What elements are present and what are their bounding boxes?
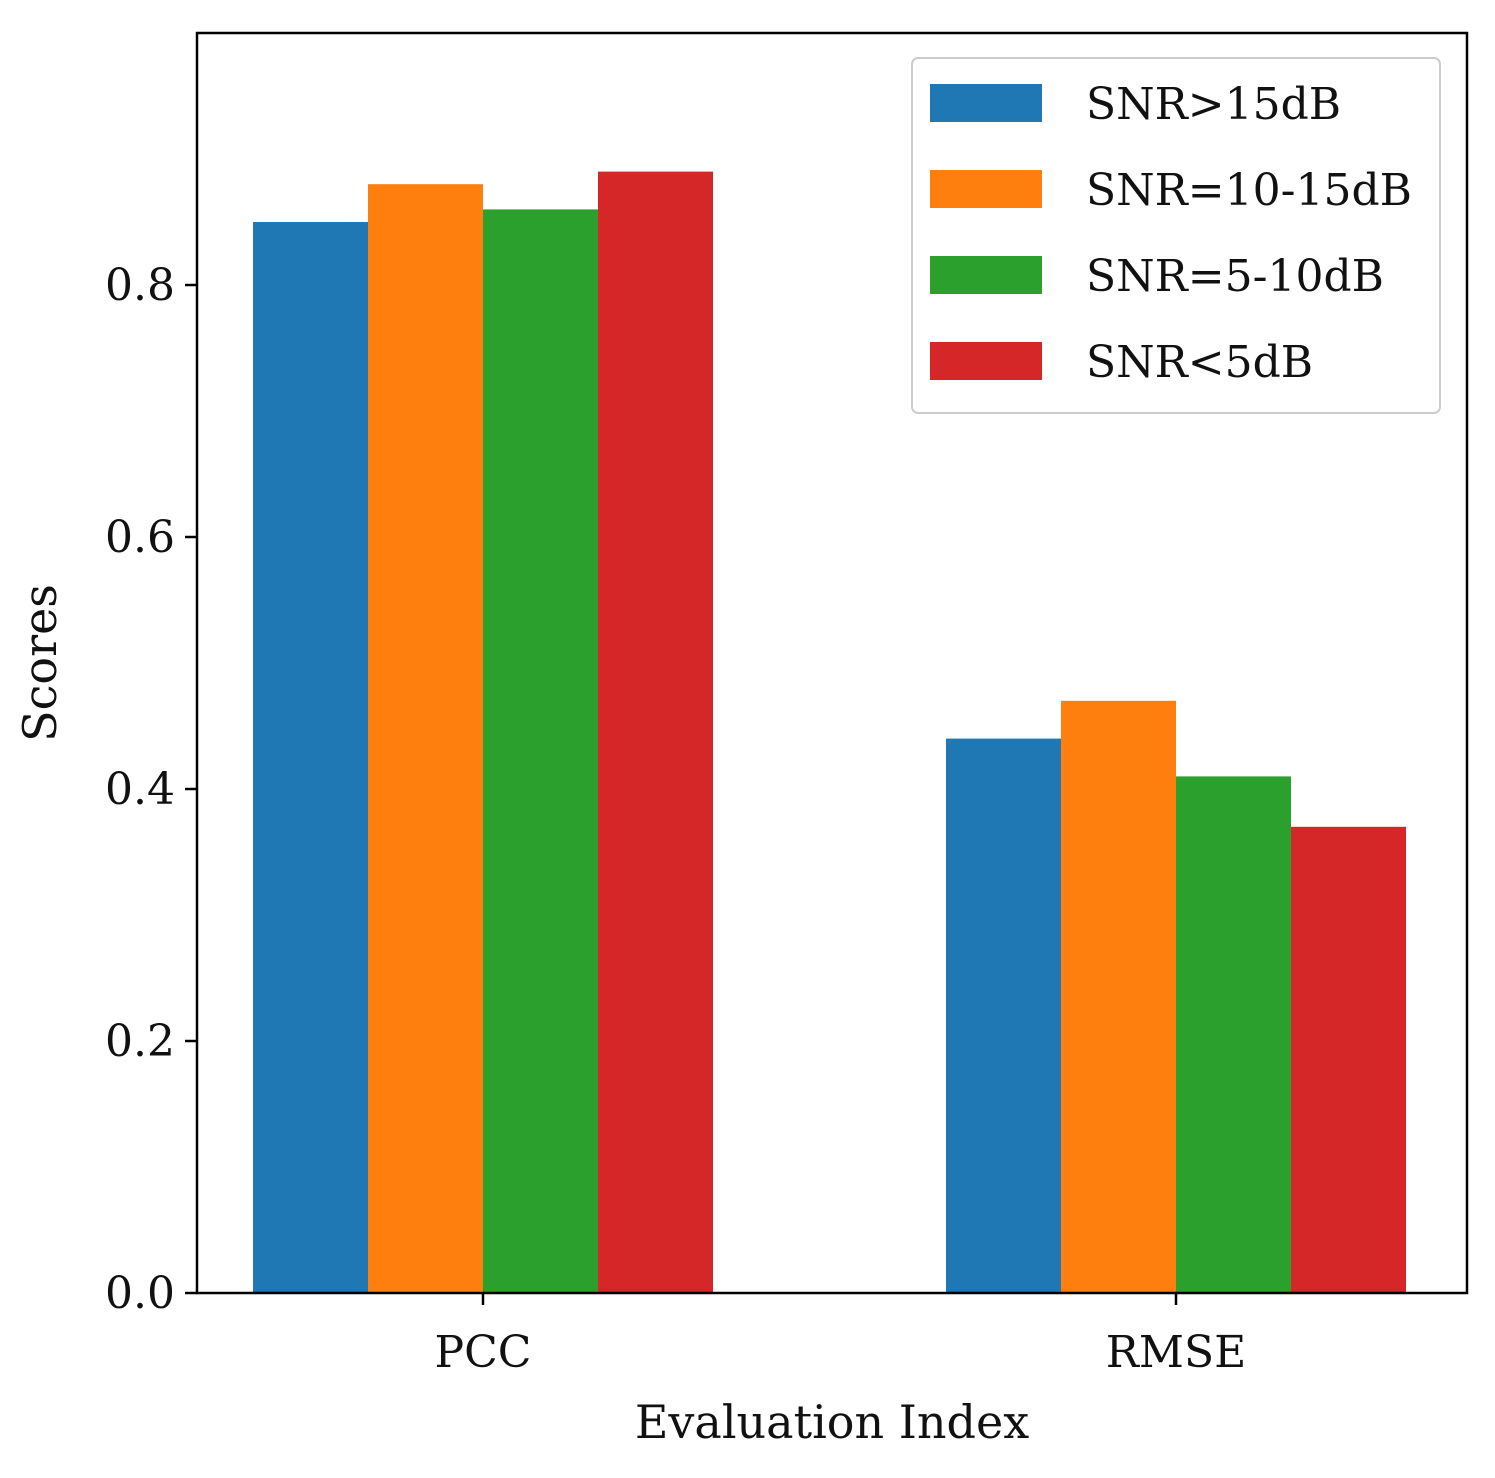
x-axis-title: Evaluation Index bbox=[635, 1395, 1029, 1449]
legend-swatch bbox=[930, 256, 1042, 294]
bar-pcc-series-4 bbox=[598, 171, 713, 1294]
legend-label: SNR>15dB bbox=[1086, 79, 1341, 130]
bar-rmse-series-3 bbox=[1176, 776, 1291, 1293]
legend-label: SNR=10-15dB bbox=[1086, 165, 1412, 216]
y-tick-label: 0.4 bbox=[105, 764, 175, 815]
y-axis-ticks: 0.0 0.2 0.4 0.6 0.8 bbox=[105, 260, 197, 1319]
bar-rmse-series-2 bbox=[1061, 700, 1176, 1293]
bar-rmse-series-4 bbox=[1291, 826, 1406, 1293]
y-tick-label: 0.6 bbox=[105, 512, 175, 563]
legend-swatch bbox=[930, 342, 1042, 380]
bar-pcc-series-3 bbox=[483, 209, 598, 1293]
legend: SNR>15dB SNR=10-15dB SNR=5-10dB SNR<5dB bbox=[911, 57, 1441, 414]
plot-frame bbox=[195, 31, 1469, 1295]
y-tick-label: 0.2 bbox=[105, 1016, 175, 1067]
bar-pcc-series-2 bbox=[368, 184, 483, 1294]
legend-label: SNR=5-10dB bbox=[1086, 251, 1384, 302]
legend-label: SNR<5dB bbox=[1086, 337, 1313, 388]
y-axis-title: Scores bbox=[13, 584, 67, 742]
y-tick-label: 0.0 bbox=[105, 1268, 175, 1319]
y-tick-label: 0.8 bbox=[105, 260, 175, 311]
bar-pcc-series-1 bbox=[253, 222, 368, 1293]
bars-layer bbox=[253, 171, 1406, 1294]
legend-box bbox=[911, 57, 1441, 414]
x-tick-label-pcc: PCC bbox=[435, 1327, 532, 1378]
bar-rmse-series-1 bbox=[946, 738, 1061, 1293]
x-tick-label-rmse: RMSE bbox=[1106, 1327, 1246, 1378]
legend-swatch bbox=[930, 170, 1042, 208]
legend-swatch bbox=[930, 84, 1042, 122]
x-axis-ticks: PCC RMSE bbox=[435, 1293, 1246, 1378]
